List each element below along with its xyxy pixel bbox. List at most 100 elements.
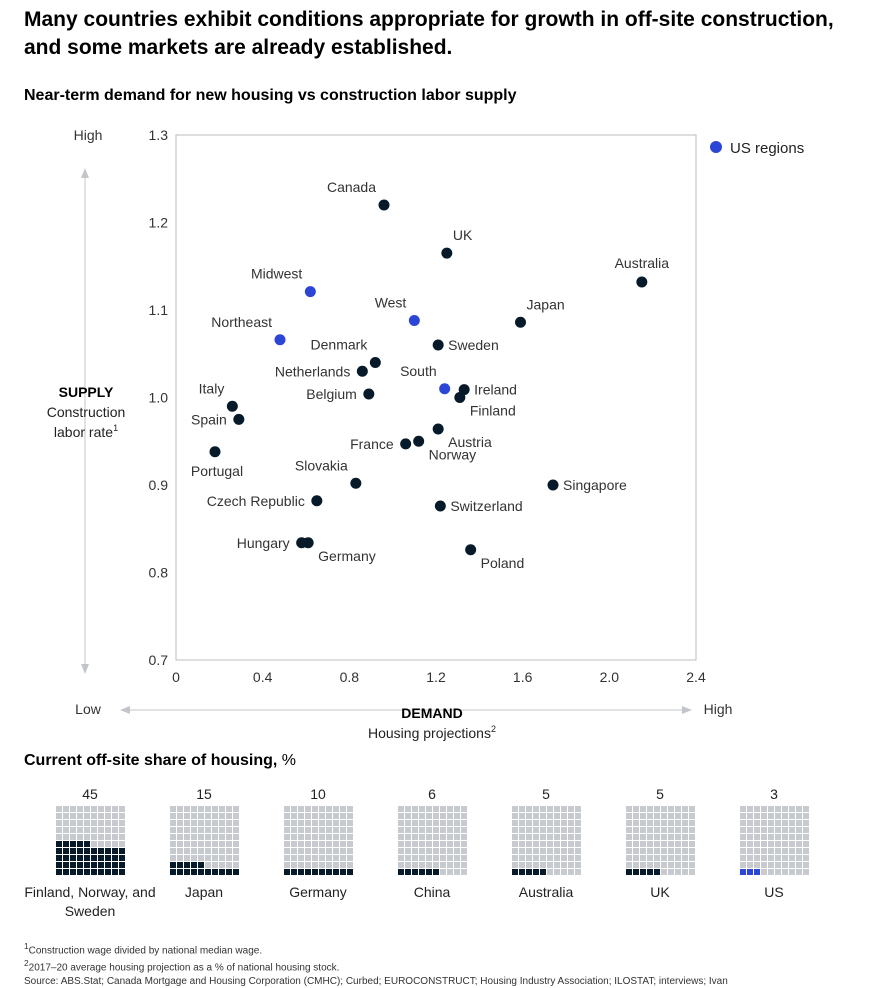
waffle-cell xyxy=(76,855,83,861)
waffle-cell xyxy=(439,834,446,840)
waffle-cell xyxy=(553,855,560,861)
waffle-cell xyxy=(339,834,346,840)
point-label-germany: Germany xyxy=(318,548,376,564)
waffle-cell xyxy=(304,834,311,840)
waffle-cell xyxy=(546,806,553,812)
waffle-cell xyxy=(781,813,788,819)
waffle-cell xyxy=(69,813,76,819)
waffle-card-australia: 5 Australia xyxy=(471,784,621,902)
waffle-cell xyxy=(304,827,311,833)
waffle-cell xyxy=(169,855,176,861)
waffle-cell xyxy=(667,869,674,875)
waffle-cell xyxy=(511,841,518,847)
waffle-cell xyxy=(760,820,767,826)
waffle-cell xyxy=(204,827,211,833)
waffle-cell xyxy=(283,848,290,854)
waffle-cell xyxy=(90,848,97,854)
x-tick-label: 1.6 xyxy=(513,669,533,685)
waffle-cell xyxy=(546,855,553,861)
waffle-cell xyxy=(553,841,560,847)
waffle-cell xyxy=(681,855,688,861)
waffle-cell xyxy=(460,813,467,819)
waffle-grid xyxy=(283,806,353,875)
waffle-cell xyxy=(297,855,304,861)
waffle-cell xyxy=(774,834,781,840)
waffle-cell xyxy=(453,862,460,868)
waffle-cell xyxy=(169,848,176,854)
waffle-cell xyxy=(183,869,190,875)
waffle-cell xyxy=(574,820,581,826)
waffle-cell xyxy=(339,855,346,861)
waffle-cell xyxy=(218,806,225,812)
waffle-cell xyxy=(397,855,404,861)
waffle-cell xyxy=(439,855,446,861)
waffle-cell xyxy=(674,834,681,840)
waffle-cell xyxy=(311,848,318,854)
waffle-cell xyxy=(781,820,788,826)
waffle-cell xyxy=(525,820,532,826)
source-note: Source: ABS.Stat; Canada Mortgage and Ho… xyxy=(24,975,728,987)
point-label-australia: Australia xyxy=(615,255,670,271)
waffle-cell xyxy=(332,827,339,833)
waffle-cell xyxy=(290,869,297,875)
waffle-cell xyxy=(290,820,297,826)
waffle-cell xyxy=(667,820,674,826)
waffle-cell xyxy=(518,827,525,833)
point-label-finland: Finland xyxy=(470,403,516,419)
waffle-cell xyxy=(453,813,460,819)
waffle-cell xyxy=(574,827,581,833)
waffle-cell xyxy=(232,813,239,819)
point-uk xyxy=(441,247,453,259)
waffle-cell xyxy=(688,862,695,868)
waffle-cell xyxy=(439,862,446,868)
waffle-cell xyxy=(304,869,311,875)
waffle-cell xyxy=(118,806,125,812)
waffle-cell xyxy=(674,806,681,812)
waffle-cell xyxy=(90,834,97,840)
waffle-cell xyxy=(553,827,560,833)
waffle-cell xyxy=(574,848,581,854)
waffle-cell xyxy=(653,841,660,847)
waffle-cell xyxy=(753,827,760,833)
waffle-cell xyxy=(204,820,211,826)
y-axis-arrow-up xyxy=(81,168,89,178)
waffle-grid xyxy=(511,806,581,875)
waffle-cell xyxy=(539,855,546,861)
waffle-cell xyxy=(204,806,211,812)
waffle-cell xyxy=(118,834,125,840)
footnote-2: 22017–20 average housing projection as a… xyxy=(24,957,864,974)
waffle-cell xyxy=(788,806,795,812)
waffle-grid xyxy=(625,806,695,875)
chart-subtitle: Near-term demand for new housing vs cons… xyxy=(24,87,517,104)
waffle-cell xyxy=(632,862,639,868)
waffle-cell xyxy=(411,855,418,861)
waffle-cell xyxy=(397,862,404,868)
waffle-cell xyxy=(183,841,190,847)
y-tick-label: 1.2 xyxy=(149,215,169,231)
waffle-cell xyxy=(318,855,325,861)
waffle-cell xyxy=(681,841,688,847)
waffle-cell xyxy=(553,848,560,854)
waffle-cell xyxy=(418,820,425,826)
waffle-cell xyxy=(69,827,76,833)
point-japan xyxy=(515,316,526,328)
waffle-cell xyxy=(169,813,176,819)
waffle-cell xyxy=(90,855,97,861)
waffle-cell xyxy=(218,813,225,819)
waffle-cell xyxy=(646,855,653,861)
waffle-cell xyxy=(176,813,183,819)
waffle-cell xyxy=(681,820,688,826)
waffle-cell xyxy=(418,806,425,812)
waffle-cell xyxy=(667,848,674,854)
waffle-cell xyxy=(795,806,802,812)
waffle-cell xyxy=(176,869,183,875)
waffle-cell xyxy=(346,820,353,826)
waffle-cell xyxy=(681,862,688,868)
waffle-cell xyxy=(190,806,197,812)
waffle-cell xyxy=(76,862,83,868)
waffle-cell xyxy=(176,806,183,812)
waffle-cell xyxy=(404,827,411,833)
waffle-cell xyxy=(118,841,125,847)
waffle-cell xyxy=(439,813,446,819)
waffle-grid xyxy=(55,806,125,875)
